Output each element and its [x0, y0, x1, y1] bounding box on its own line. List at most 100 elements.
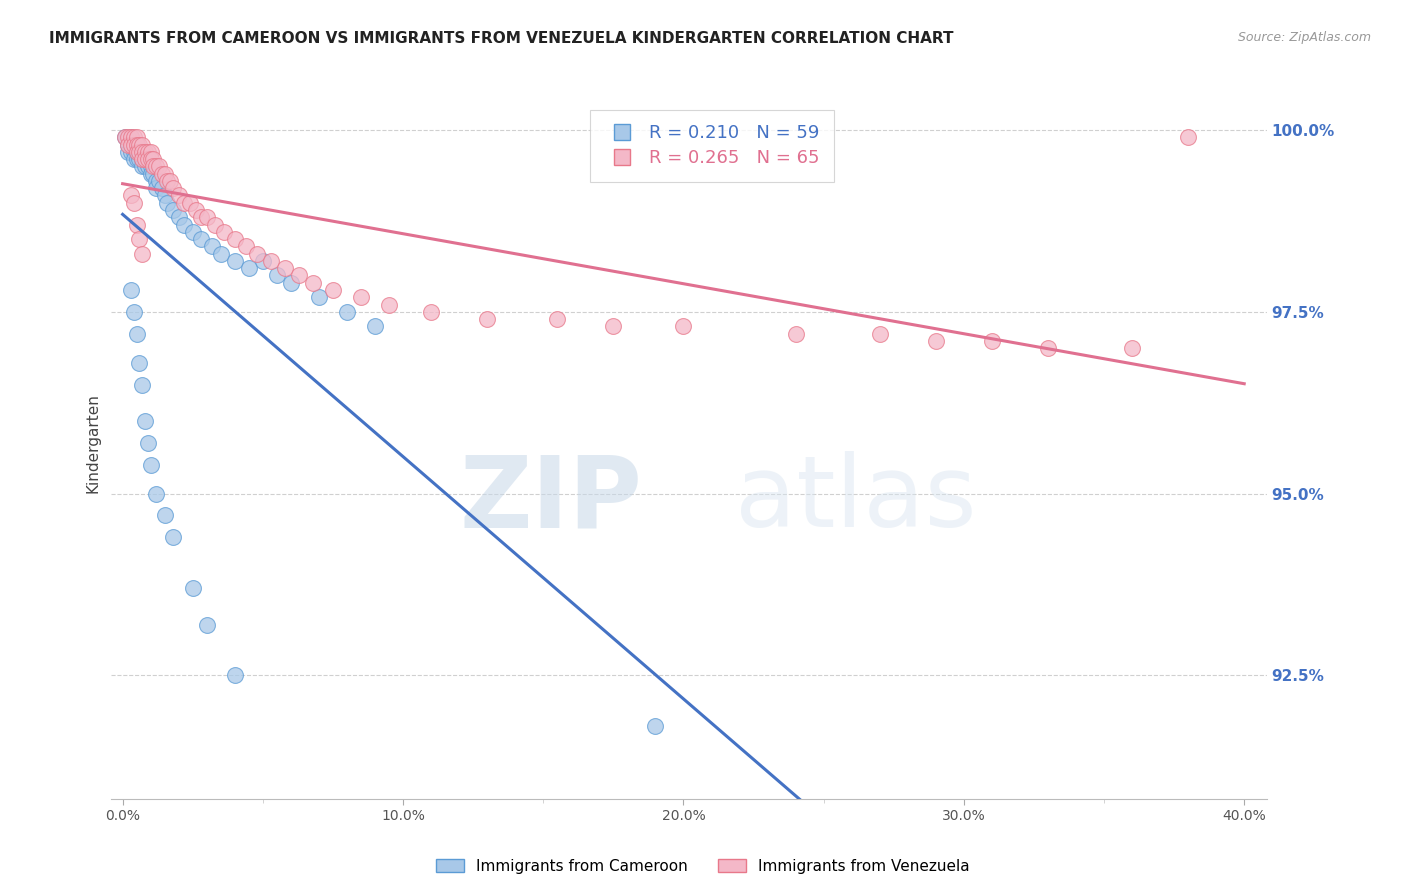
Point	[122, 130, 145, 145]
Point	[153, 508, 176, 523]
Point	[224, 253, 246, 268]
Point	[120, 137, 142, 152]
Point	[869, 326, 891, 341]
Point	[134, 414, 156, 428]
Point	[235, 239, 257, 253]
Text: ZIP: ZIP	[460, 451, 643, 549]
Point	[120, 145, 142, 159]
Point	[122, 145, 145, 159]
Point	[117, 137, 139, 152]
Point	[136, 159, 159, 173]
Point	[336, 305, 359, 319]
Point	[148, 174, 170, 188]
Point	[308, 290, 330, 304]
Point	[131, 377, 153, 392]
Point	[145, 181, 167, 195]
Point	[195, 617, 218, 632]
Point	[131, 145, 153, 159]
Point	[179, 195, 201, 210]
Point	[546, 312, 568, 326]
Point	[288, 268, 311, 283]
Point	[128, 356, 150, 370]
Point	[173, 195, 195, 210]
Legend: Immigrants from Cameroon, Immigrants from Venezuela: Immigrants from Cameroon, Immigrants fro…	[430, 853, 976, 880]
Point	[128, 152, 150, 166]
Point	[644, 719, 666, 733]
Point	[134, 159, 156, 173]
Point	[238, 261, 260, 276]
Point	[159, 174, 181, 188]
Point	[125, 130, 148, 145]
Point	[120, 137, 142, 152]
Point	[117, 130, 139, 145]
Point	[302, 276, 325, 290]
Point	[1177, 130, 1199, 145]
Y-axis label: Kindergarten: Kindergarten	[86, 392, 100, 492]
Point	[252, 253, 274, 268]
Text: atlas: atlas	[735, 451, 977, 549]
Point	[136, 152, 159, 166]
Text: IMMIGRANTS FROM CAMEROON VS IMMIGRANTS FROM VENEZUELA KINDERGARTEN CORRELATION C: IMMIGRANTS FROM CAMEROON VS IMMIGRANTS F…	[49, 31, 953, 46]
Point	[117, 137, 139, 152]
Point	[181, 225, 204, 239]
Point	[131, 152, 153, 166]
Point	[125, 137, 148, 152]
Point	[420, 305, 443, 319]
Point	[224, 232, 246, 246]
Point	[201, 239, 224, 253]
Point	[145, 486, 167, 500]
Point	[145, 159, 167, 173]
Point	[114, 130, 136, 145]
Point	[139, 159, 162, 173]
Point	[475, 312, 498, 326]
Point	[131, 246, 153, 260]
Point	[364, 319, 387, 334]
Point	[139, 167, 162, 181]
Point	[672, 319, 695, 334]
Point	[148, 159, 170, 173]
Point	[122, 195, 145, 210]
Point	[134, 152, 156, 166]
Point	[139, 458, 162, 472]
Point	[125, 145, 148, 159]
Point	[209, 246, 232, 260]
Point	[125, 137, 148, 152]
Point	[980, 334, 1002, 348]
Point	[114, 130, 136, 145]
Point	[246, 246, 269, 260]
Point	[260, 253, 283, 268]
Point	[120, 130, 142, 145]
Point	[181, 581, 204, 595]
Point	[184, 202, 207, 217]
Point	[128, 232, 150, 246]
Point	[153, 167, 176, 181]
Point	[131, 145, 153, 159]
Text: Source: ZipAtlas.com: Source: ZipAtlas.com	[1237, 31, 1371, 45]
Point	[120, 130, 142, 145]
Point	[156, 174, 179, 188]
Point	[266, 268, 288, 283]
Point	[122, 305, 145, 319]
Point	[785, 326, 807, 341]
Point	[212, 225, 235, 239]
Point	[150, 181, 173, 195]
Point	[190, 232, 212, 246]
Point	[167, 211, 190, 225]
Point	[139, 152, 162, 166]
Point	[120, 283, 142, 297]
Point	[122, 137, 145, 152]
Point	[131, 159, 153, 173]
Point	[125, 218, 148, 232]
Point	[378, 297, 401, 311]
Point	[322, 283, 344, 297]
Point	[162, 181, 184, 195]
Point	[173, 218, 195, 232]
Point	[134, 152, 156, 166]
Point	[1121, 341, 1143, 355]
Point	[925, 334, 948, 348]
Point	[125, 326, 148, 341]
Point	[117, 145, 139, 159]
Point	[125, 152, 148, 166]
Point	[131, 137, 153, 152]
Point	[162, 202, 184, 217]
